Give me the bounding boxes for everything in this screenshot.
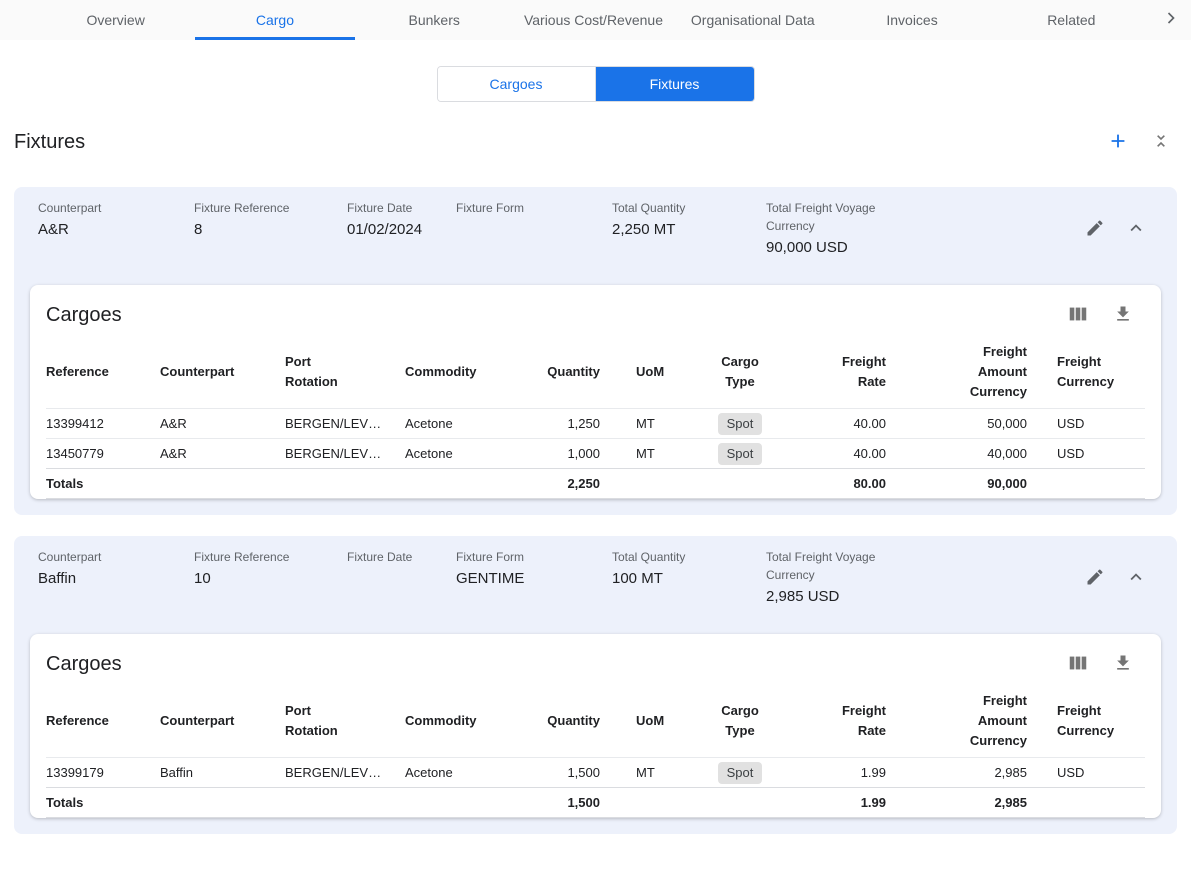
pencil-icon <box>1085 218 1105 241</box>
counterpart-label: Counterpart <box>38 199 184 217</box>
total-freight-voyage-currency-label: Total Freight Voyage Currency <box>766 199 886 235</box>
fixture-card-1: Counterpart A&R Fixture Reference 8 Fixt… <box>14 187 1177 515</box>
tab-various-cost-revenue[interactable]: Various Cost/Revenue <box>514 0 673 40</box>
view-columns-icon <box>1067 303 1089 328</box>
cargoes-table-2: Reference Counterpart Port Rotation Comm… <box>46 685 1145 818</box>
totals-row: Totals 1,500 1.99 2,985 <box>46 788 1145 818</box>
fixtures-section-header: Fixtures <box>14 130 1177 155</box>
chevron-up-icon <box>1125 566 1147 591</box>
totals-row: Totals 2,250 80.00 90,000 <box>46 469 1145 499</box>
column-settings-button[interactable] <box>1067 652 1089 677</box>
page-title: Fixtures <box>14 131 85 154</box>
edit-fixture-button[interactable] <box>1085 218 1105 241</box>
fixture-1-summary: Counterpart A&R Fixture Reference 8 Fixt… <box>30 199 1161 259</box>
add-fixture-button[interactable] <box>1107 130 1129 155</box>
fixture-date-value: 01/02/2024 <box>347 219 446 241</box>
col-uom: UoM <box>610 685 700 758</box>
col-quantity: Quantity <box>510 336 610 409</box>
counterpart-label: Counterpart <box>38 548 184 566</box>
collapse-all-button[interactable] <box>1153 133 1169 152</box>
fixture-card-2: Counterpart Baffin Fixture Reference 10 … <box>14 536 1177 834</box>
fixture-date-label: Fixture Date <box>347 548 446 566</box>
col-freight-amount-currency: Freight Amount Currency <box>896 336 1037 409</box>
col-port-rotation: Port Rotation <box>285 336 405 409</box>
col-freight-currency: Freight Currency <box>1037 685 1145 758</box>
collapse-fixture-button[interactable] <box>1125 217 1147 242</box>
pencil-icon <box>1085 567 1105 590</box>
col-cargo-type: Cargo Type <box>700 685 790 758</box>
fixture-form-label: Fixture Form <box>456 199 602 217</box>
fixture-2-summary: Counterpart Baffin Fixture Reference 10 … <box>30 548 1161 608</box>
export-button[interactable] <box>1113 653 1133 676</box>
plus-icon <box>1107 130 1129 155</box>
col-commodity: Commodity <box>405 685 510 758</box>
toggle-option-fixtures[interactable]: Fixtures <box>596 67 754 101</box>
top-tab-bar: Overview Cargo Bunkers Various Cost/Reve… <box>0 0 1191 40</box>
col-quantity: Quantity <box>510 685 610 758</box>
total-freight-voyage-currency-label: Total Freight Voyage Currency <box>766 548 886 584</box>
tab-related[interactable]: Related <box>992 0 1151 40</box>
col-freight-rate: Freight Rate <box>790 336 896 409</box>
cargoes-table-1: Reference Counterpart Port Rotation Comm… <box>46 336 1145 499</box>
column-settings-button[interactable] <box>1067 303 1089 328</box>
cargo-type-badge: Spot <box>718 443 763 465</box>
col-reference: Reference <box>46 336 160 409</box>
view-columns-icon <box>1067 652 1089 677</box>
cargoes-title: Cargoes <box>46 304 122 327</box>
total-quantity-value: 2,250 MT <box>612 219 756 241</box>
fixture-reference-value: 10 <box>194 568 337 590</box>
fixture-reference-label: Fixture Reference <box>194 199 337 217</box>
table-row[interactable]: 13399412 A&R BERGEN/LEV… Acetone 1,250 M… <box>46 409 1145 439</box>
download-icon <box>1113 653 1133 676</box>
col-freight-amount-currency: Freight Amount Currency <box>896 685 1037 758</box>
fixture-form-value: GENTIME <box>456 568 602 590</box>
tab-overview[interactable]: Overview <box>36 0 195 40</box>
toggle-option-cargoes[interactable]: Cargoes <box>438 67 596 101</box>
total-freight-voyage-currency-value: 2,985 USD <box>766 586 886 608</box>
cargo-type-badge: Spot <box>718 413 763 435</box>
total-quantity-label: Total Quantity <box>612 199 756 217</box>
edit-fixture-button[interactable] <box>1085 567 1105 590</box>
tab-scroll-right-button[interactable] <box>1151 0 1191 40</box>
export-button[interactable] <box>1113 304 1133 327</box>
cargo-type-badge: Spot <box>718 762 763 784</box>
col-commodity: Commodity <box>405 336 510 409</box>
cargoes-card-1: Cargoes Ref <box>30 285 1161 499</box>
tab-invoices[interactable]: Invoices <box>832 0 991 40</box>
total-freight-voyage-currency-value: 90,000 USD <box>766 237 886 259</box>
fixture-form-label: Fixture Form <box>456 548 602 566</box>
tab-organisational-data[interactable]: Organisational Data <box>673 0 832 40</box>
cargoes-title: Cargoes <box>46 653 122 676</box>
col-counterpart: Counterpart <box>160 685 285 758</box>
col-freight-rate: Freight Rate <box>790 685 896 758</box>
collapse-fixture-button[interactable] <box>1125 566 1147 591</box>
table-row[interactable]: 13450779 A&R BERGEN/LEV… Acetone 1,000 M… <box>46 439 1145 469</box>
fixture-date-label: Fixture Date <box>347 199 446 217</box>
table-header-row: Reference Counterpart Port Rotation Comm… <box>46 336 1145 409</box>
chevron-up-icon <box>1125 217 1147 242</box>
col-reference: Reference <box>46 685 160 758</box>
table-row[interactable]: 13399179 Baffin BERGEN/LEV… Acetone 1,50… <box>46 758 1145 788</box>
col-port-rotation: Port Rotation <box>285 685 405 758</box>
total-quantity-label: Total Quantity <box>612 548 756 566</box>
fixture-reference-label: Fixture Reference <box>194 548 337 566</box>
download-icon <box>1113 304 1133 327</box>
counterpart-value: A&R <box>38 219 184 241</box>
col-freight-currency: Freight Currency <box>1037 336 1145 409</box>
cargoes-card-2: Cargoes Ref <box>30 634 1161 818</box>
table-header-row: Reference Counterpart Port Rotation Comm… <box>46 685 1145 758</box>
col-cargo-type: Cargo Type <box>700 336 790 409</box>
unfold-less-icon <box>1153 133 1169 152</box>
total-quantity-value: 100 MT <box>612 568 756 590</box>
col-uom: UoM <box>610 336 700 409</box>
chevron-right-icon <box>1161 8 1181 33</box>
col-counterpart: Counterpart <box>160 336 285 409</box>
fixture-reference-value: 8 <box>194 219 337 241</box>
cargoes-fixtures-toggle: Cargoes Fixtures <box>437 66 755 102</box>
tab-cargo[interactable]: Cargo <box>195 0 354 40</box>
counterpart-value: Baffin <box>38 568 184 590</box>
tab-bunkers[interactable]: Bunkers <box>355 0 514 40</box>
